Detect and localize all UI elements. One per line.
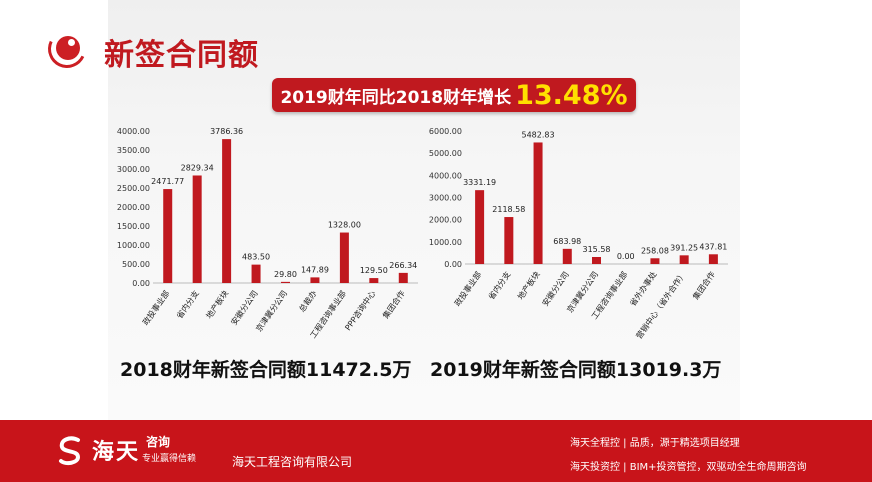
category-label: 省外办事处	[627, 269, 658, 308]
bar	[592, 257, 601, 264]
data-label: 0.00	[617, 252, 635, 261]
data-label: 266.34	[389, 261, 417, 270]
data-label: 483.50	[242, 253, 270, 262]
bar	[222, 139, 232, 283]
chart-svg: 0.00 500.00 1000.00 1500.00 2000.00 2500.00 30…	[117, 127, 418, 340]
y-tick-label: 3500.00	[117, 146, 150, 155]
y-tick-label: 0.00	[444, 260, 462, 269]
y-tick-label: 3000.00	[117, 165, 150, 174]
y-tick-label: 5000.00	[429, 149, 462, 158]
data-label: 437.81	[699, 242, 727, 251]
data-label: 391.25	[670, 243, 698, 252]
y-tick-label: 3000.00	[429, 194, 462, 203]
y-tick-label: 2500.00	[117, 184, 150, 193]
y-tick-label: 1500.00	[117, 222, 150, 231]
brand-sub: 咨询	[146, 435, 171, 449]
summary-2018: 2018财年新签合同额11472.5万	[120, 359, 412, 381]
title-logo-dot-icon	[56, 36, 80, 60]
data-label: 129.50	[360, 266, 388, 275]
y-tick-label: 6000.00	[429, 127, 462, 136]
data-label: 2829.34	[181, 163, 214, 172]
y-tick-label: 4000.00	[117, 127, 150, 136]
category-label: 集团合作	[690, 269, 717, 301]
bar	[533, 142, 543, 264]
brand-name: 海天	[92, 440, 141, 465]
y-tick-label: 4000.00	[429, 171, 462, 180]
bar	[163, 189, 173, 283]
category-label: 政投事业部	[452, 269, 483, 308]
bar	[650, 258, 660, 264]
data-label: 2118.58	[492, 205, 525, 214]
bar	[339, 232, 349, 283]
growth-value: 13.48%	[515, 79, 628, 111]
company-name: 海天工程咨询有限公司	[232, 455, 353, 469]
y-tick-label: 500.00	[122, 260, 150, 269]
data-label: 5482.83	[522, 130, 555, 139]
bar	[562, 248, 572, 264]
data-label: 147.89	[301, 265, 329, 274]
category-label: 省内分支	[486, 269, 513, 301]
bar	[398, 272, 408, 283]
data-label: 315.58	[583, 245, 611, 254]
content-panel	[108, 0, 740, 420]
slide-title: 新签合同额	[104, 38, 259, 73]
chart-svg: 0.00 1000.00 2000.00 3000.00 4000.00 5000.00 6…	[429, 127, 728, 341]
footer-line-1: 海天全程控 | 品质，源于精选项目经理	[570, 438, 740, 449]
brand-logo-icon	[59, 436, 81, 466]
growth-banner: 2019财年同比2018财年增长 13.48%	[272, 78, 636, 112]
y-tick-label: 0.00	[132, 279, 150, 288]
bar	[475, 190, 485, 264]
category-label: 营销中心（省外合作）	[634, 269, 688, 340]
data-label: 258.08	[641, 246, 669, 255]
y-tick-label: 1000.00	[117, 241, 150, 250]
y-tick-label: 1000.00	[429, 238, 462, 247]
data-label: 2471.77	[151, 177, 184, 186]
category-label: 地产板块	[515, 269, 542, 301]
bar	[310, 277, 320, 283]
summary-2019: 2019财年新签合同额13019.3万	[430, 359, 722, 381]
data-label: 29.80	[274, 270, 297, 279]
y-tick-label: 2000.00	[429, 216, 462, 225]
data-label: 3786.36	[210, 127, 243, 136]
data-label: 683.98	[553, 237, 581, 246]
growth-text: 2019财年同比2018财年增长	[280, 87, 512, 108]
category-label: 安徽分公司	[540, 269, 571, 308]
data-label: 1328.00	[328, 221, 361, 230]
y-tick-label: 2000.00	[117, 203, 150, 212]
brand-slogan: 专业赢得信赖	[142, 454, 197, 464]
footer-bar: 海天 咨询 专业赢得信赖 海天工程咨询有限公司 海天全程控 | 品质，源于精选项…	[0, 420, 872, 482]
data-label: 3331.19	[463, 178, 496, 187]
bar	[369, 278, 379, 283]
bar	[192, 175, 202, 283]
bar	[281, 281, 290, 283]
bar	[708, 254, 718, 264]
bar	[679, 255, 689, 264]
footer-line-2: 海天投资控 | BIM+投资管控，双驱动全生命周期咨询	[570, 462, 807, 473]
bar	[504, 217, 514, 264]
bar	[251, 264, 261, 283]
